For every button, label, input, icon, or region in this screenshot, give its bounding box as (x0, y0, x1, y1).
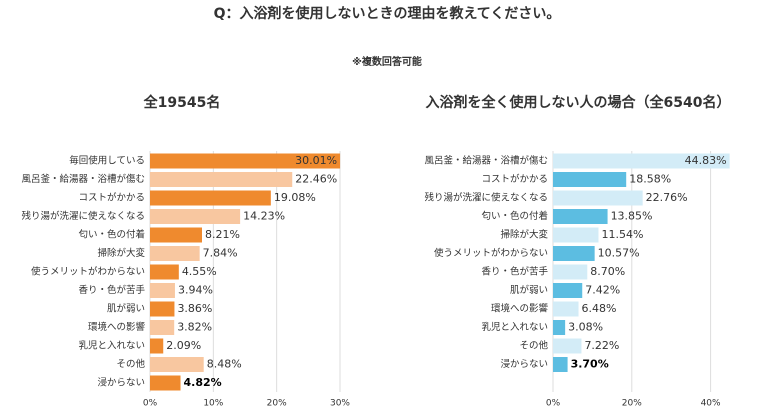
category-label: 肌が弱い (107, 303, 145, 315)
value-label: 22.46% (295, 173, 337, 186)
value-label: 7.84% (203, 247, 238, 260)
bar (553, 172, 627, 187)
value-label: 3.70% (571, 358, 609, 371)
bar (150, 375, 181, 391)
value-label: 44.83% (685, 154, 727, 167)
value-label: 10.57% (598, 247, 640, 260)
bar (150, 283, 175, 298)
category-label: 浸からない (500, 359, 548, 370)
bar (150, 338, 164, 354)
category-label: 風呂釜・給湯器・浴槽が傷む (424, 155, 548, 167)
chart-subtitle: 全19545名 (143, 94, 221, 111)
bar (150, 264, 179, 280)
bar (150, 246, 200, 261)
bar (553, 190, 643, 206)
value-label: 4.55% (182, 265, 217, 278)
x-tick-label: 20% (622, 399, 642, 409)
x-tick-label: 0% (143, 399, 158, 409)
bar (553, 209, 608, 224)
category-label: 残り湯が洗濯に使えなくなる (424, 192, 548, 204)
value-label: 4.82% (184, 376, 222, 389)
x-tick-label: 20% (267, 399, 287, 409)
category-label: 肌が弱い (510, 284, 548, 296)
value-label: 8.70% (590, 265, 625, 278)
category-label: 浸からない (97, 378, 145, 389)
bar (150, 172, 293, 187)
bar (553, 264, 588, 280)
x-tick-label: 30% (330, 399, 350, 409)
value-label: 11.54% (601, 228, 643, 241)
value-label: 3.82% (177, 321, 212, 334)
category-label: コストがかかる (78, 192, 145, 204)
bar (553, 338, 582, 354)
chart-subtitle: 入浴剤を全く使用しない人の場合（全6540名） (426, 94, 731, 111)
bar (150, 190, 271, 206)
category-label: 毎回使用している (69, 155, 145, 167)
value-label: 7.22% (584, 339, 619, 352)
bar (553, 357, 568, 372)
bar (150, 301, 175, 317)
note: ※複数回答可能 (352, 55, 422, 68)
bar (553, 320, 566, 335)
value-label: 6.48% (582, 302, 617, 315)
category-label: 掃除が大変 (500, 229, 548, 241)
x-tick-label: 0% (546, 399, 561, 409)
bar (150, 227, 202, 243)
bar (150, 357, 204, 372)
value-label: 3.08% (568, 321, 603, 334)
bar (553, 246, 595, 261)
category-label: 掃除が大変 (97, 247, 145, 259)
value-label: 13.85% (611, 210, 653, 223)
bar (150, 153, 341, 169)
category-label: その他 (519, 340, 548, 352)
value-label: 2.09% (166, 339, 201, 352)
value-label: 18.58% (629, 173, 671, 186)
category-label: コストがかかる (481, 173, 548, 185)
value-label: 3.94% (178, 284, 213, 297)
bar (553, 227, 599, 243)
value-label: 14.23% (243, 210, 285, 223)
value-label: 3.86% (177, 302, 212, 315)
category-label: 匂い・色の付着 (481, 210, 548, 222)
value-label: 22.76% (646, 191, 688, 204)
category-label: 乳児と入れない (78, 340, 145, 352)
category-label: 香り・色が苦手 (481, 266, 548, 278)
category-label: 香り・色が苦手 (78, 284, 145, 296)
category-label: 使うメリットがわからない (434, 247, 548, 259)
value-label: 8.21% (205, 228, 240, 241)
value-label: 19.08% (274, 191, 316, 204)
value-label: 7.42% (585, 284, 620, 297)
category-label: 環境への影響 (88, 321, 146, 333)
category-label: 風呂釜・給湯器・浴槽が傷む (21, 173, 145, 185)
category-label: その他 (116, 358, 145, 370)
bar (150, 320, 175, 335)
category-label: 環境への影響 (491, 303, 549, 315)
category-label: 匂い・色の付着 (78, 229, 145, 241)
bar (553, 153, 730, 169)
bar (553, 301, 579, 317)
value-label: 8.48% (207, 358, 242, 371)
value-label: 30.01% (295, 154, 337, 167)
x-tick-label: 40% (701, 399, 721, 409)
category-label: 使うメリットがわからない (31, 266, 145, 278)
category-label: 乳児と入れない (481, 321, 548, 333)
x-tick-label: 10% (203, 399, 223, 409)
category-label: 残り湯が洗濯に使えなくなる (21, 210, 145, 222)
bar (150, 209, 241, 224)
bar (553, 283, 583, 298)
page-title: Q：入浴剤を使用しないときの理由を教えてください。 (214, 5, 561, 22)
